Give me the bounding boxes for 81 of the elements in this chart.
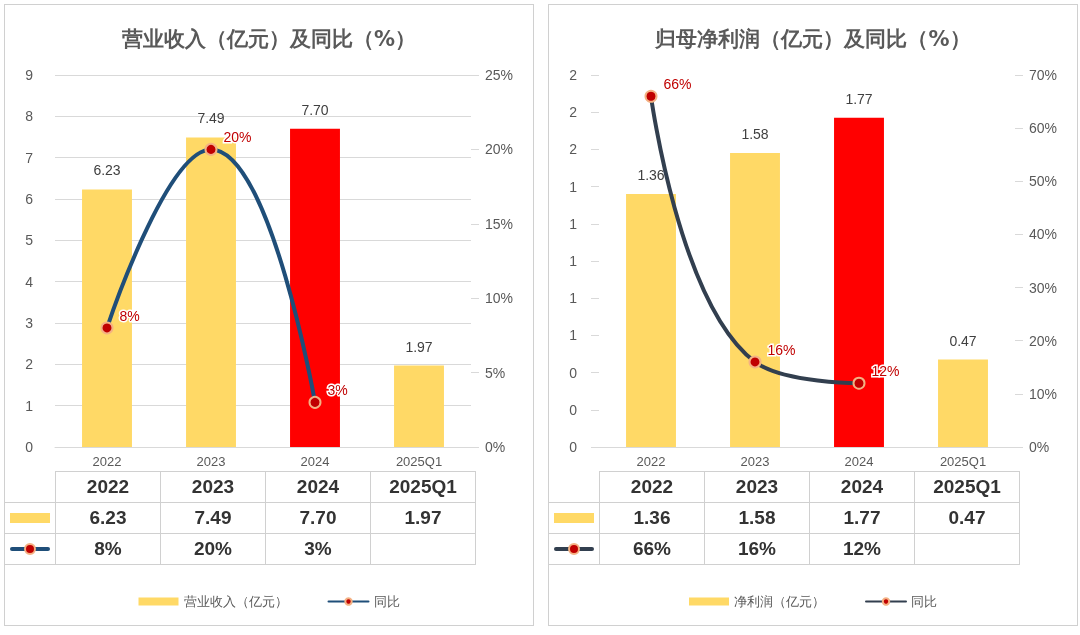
category-label: 2025Q1 [389, 476, 457, 497]
x-tick-label: 2025Q1 [395, 454, 443, 469]
y-tick-label: 1 [569, 327, 578, 344]
text: 66% [663, 76, 692, 93]
x-tick-label: 2023 [740, 454, 770, 469]
category-label: 2022 [630, 476, 674, 497]
legend-label: 营业收入（亿元） [183, 594, 288, 609]
y-tick-label: 0 [569, 439, 578, 455]
y-tick-label: 4 [25, 273, 34, 290]
text: 0.47 [949, 332, 977, 349]
category-label: 2024 [840, 476, 884, 497]
text: 7.49 [197, 110, 225, 127]
chart-title: 营业收入（亿元）及同比（%） [120, 26, 417, 51]
x-tick-label: 2023 [196, 454, 226, 469]
data-label: 1.58 [704, 502, 810, 534]
data-label: 20% [160, 533, 266, 565]
text: 1.36 [637, 167, 665, 184]
data-label: 66% [599, 533, 705, 565]
legend-label: 净利润（亿元） [734, 594, 825, 609]
y-tick-label: 6 [25, 191, 34, 207]
y2-tick-label: 5% [485, 364, 506, 381]
category-label: 2025Q1 [933, 476, 1001, 497]
y-tick-label: 1 [569, 290, 578, 307]
y-tick-label: 9 [25, 67, 34, 83]
y2-tick-label: 20% [1029, 332, 1058, 349]
y-tick-label: 2 [25, 356, 34, 373]
y-tick-label: 5 [25, 232, 34, 249]
y-tick-label: 1 [569, 253, 578, 269]
data-label: 1.97 [370, 502, 476, 534]
y-tick-label: 1 [569, 178, 578, 195]
y2-tick-label: 10% [485, 290, 514, 307]
y2-tick-label: 50% [1029, 173, 1058, 190]
data-label: 3% [265, 533, 371, 565]
text: 1.97 [405, 338, 433, 355]
text: 1.77 [845, 90, 873, 107]
y2-tick-label: 15% [485, 215, 514, 232]
y-tick-label: 0 [569, 364, 578, 381]
y-tick-label: 1 [569, 215, 578, 232]
y2-tick-label: 60% [1029, 120, 1058, 137]
y-tick-label: 8 [25, 108, 34, 125]
y-tick-label: 2 [569, 67, 578, 83]
y-tick-label: 1 [25, 397, 34, 414]
y2-tick-label: 30% [1029, 279, 1058, 296]
data-label: 7.49 [160, 502, 266, 534]
data-label: 16% [704, 533, 810, 565]
category-label: 2022 [86, 476, 130, 497]
legend-label: 同比 [911, 594, 937, 609]
y-tick-label: 3 [25, 315, 34, 331]
y-tick-label: 2 [569, 104, 578, 121]
y2-tick-label: 25% [485, 67, 514, 83]
text: 7.70 [301, 101, 329, 118]
category-label: 2023 [191, 476, 235, 497]
y-tick-label: 0 [569, 401, 578, 418]
chart-title: 归母净利润（亿元）及同比（%） [654, 26, 971, 51]
text: 20% [223, 129, 252, 146]
y2-tick-label: 20% [485, 141, 514, 158]
x-tick-label: 2024 [300, 454, 330, 469]
y-tick-label: 0 [25, 439, 34, 455]
x-tick-label: 2022 [92, 454, 122, 469]
text: 6.23 [93, 162, 121, 179]
y2-tick-label: 0% [485, 439, 506, 455]
y2-tick-label: 10% [1029, 385, 1058, 402]
category-label: 2023 [735, 476, 779, 497]
y-tick-label: 7 [25, 149, 34, 166]
category-label: 2024 [296, 476, 340, 497]
y2-tick-label: 0% [1029, 439, 1050, 455]
data-label: 1.77 [809, 502, 915, 534]
legend-label: 同比 [373, 594, 400, 609]
data-label: 7.70 [265, 502, 371, 534]
x-tick-label: 2024 [844, 454, 874, 469]
text: 1.58 [741, 126, 769, 143]
data-label: 1.36 [599, 502, 705, 534]
data-label: 0.47 [914, 502, 1020, 534]
data-label: 6.23 [55, 502, 161, 534]
y-tick-label: 2 [569, 141, 578, 158]
data-label: 12% [809, 533, 915, 565]
data-label: 8% [55, 533, 161, 565]
y2-tick-label: 70% [1029, 67, 1058, 83]
x-tick-label: 2022 [636, 454, 666, 469]
y2-tick-label: 40% [1029, 226, 1058, 243]
x-tick-label: 2025Q1 [939, 454, 987, 469]
